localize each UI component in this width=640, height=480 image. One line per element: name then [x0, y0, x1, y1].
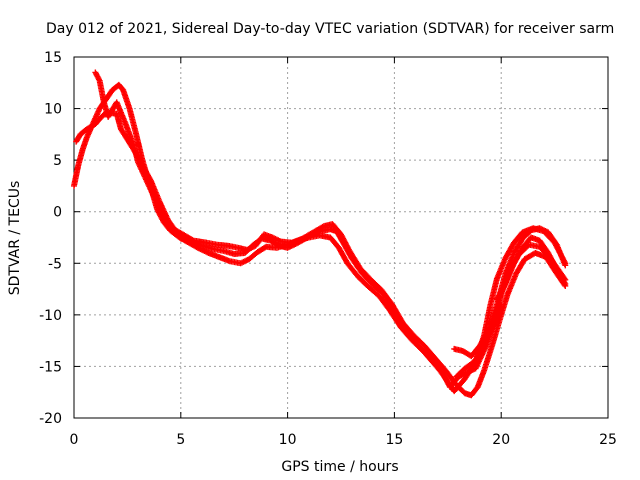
x-tick-label: 5	[176, 432, 185, 448]
y-tick-label: 0	[53, 205, 62, 221]
y-tick-label: 10	[44, 102, 62, 118]
data-point	[498, 301, 505, 308]
x-tick-label: 25	[599, 432, 617, 448]
y-tick-label: -5	[48, 256, 62, 272]
y-tick-label: -20	[39, 411, 62, 427]
series-track-e	[453, 301, 505, 380]
series-track-c	[92, 69, 569, 399]
y-axis-label: SDTVAR / TECUs	[7, 181, 23, 296]
x-tick-label: 20	[492, 432, 510, 448]
y-tick-label: -10	[39, 308, 62, 324]
x-tick-label: 0	[70, 432, 79, 448]
x-axis-ticks: 0 5 10 15 20 25	[70, 57, 617, 448]
data-marks	[71, 69, 569, 399]
y-axis-ticks: 15 10 5 0 -5 -10 -15 -20	[39, 50, 608, 427]
series-track-f	[493, 234, 569, 303]
chart-title: Day 012 of 2021, Sidereal Day-to-day VTE…	[46, 21, 614, 37]
data-point	[562, 262, 569, 269]
grid	[74, 57, 608, 418]
x-axis-label: GPS time / hours	[281, 459, 398, 475]
y-tick-label: 5	[53, 153, 62, 169]
data-point	[562, 280, 569, 287]
x-tick-label: 15	[385, 432, 403, 448]
y-tick-label: -15	[39, 359, 62, 375]
plot-frame	[73, 56, 609, 419]
x-tick-label: 10	[279, 432, 297, 448]
y-tick-label: 15	[44, 50, 62, 66]
